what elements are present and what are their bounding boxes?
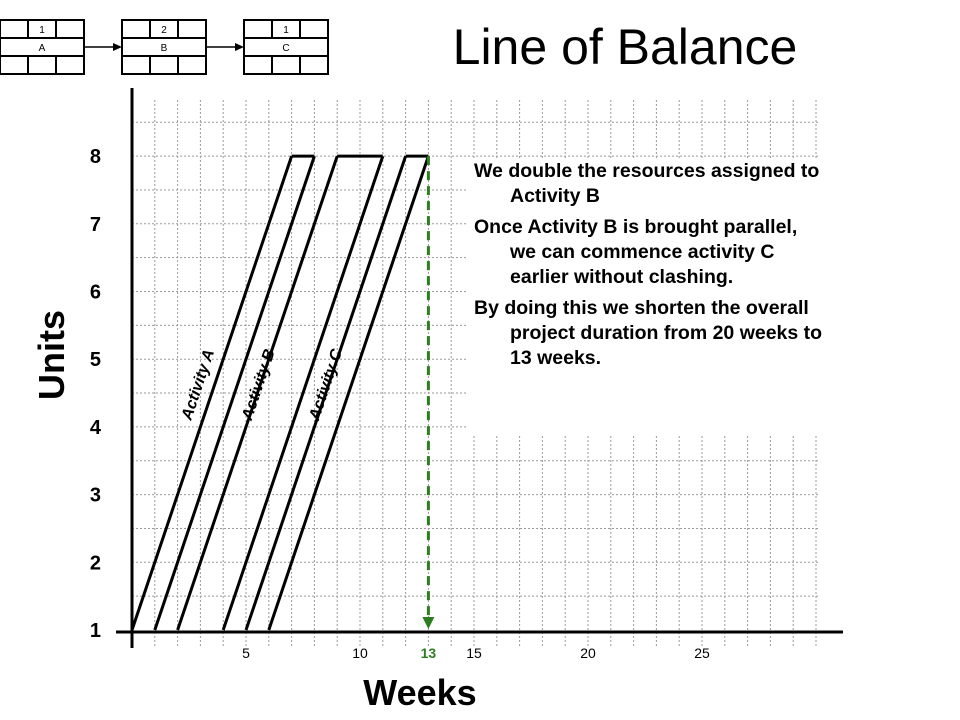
network-node: 1C (243, 19, 329, 75)
activity-label: Activity C (306, 347, 346, 424)
y-tick-label: 5 (90, 349, 101, 371)
y-tick-label: 6 (90, 282, 101, 304)
network-node-box (243, 19, 329, 75)
x-tick-label: 25 (694, 645, 710, 661)
y-tick-label: 8 (90, 146, 101, 168)
tick-labels: 1 2 3 4 5 6 7 8 5 10 13 15 20 25 Weeks Units (31, 146, 710, 713)
axes (116, 88, 843, 648)
y-tick-label: 2 (90, 552, 101, 574)
network-arrow-head (235, 43, 244, 51)
note-item: We double the resources assigned to Acti… (474, 160, 820, 207)
duration-marker-arrowhead (422, 617, 435, 629)
activity-finish-line (153, 155, 316, 631)
x-tick-label: 13 (421, 645, 437, 661)
activity-finish-line (267, 155, 430, 631)
y-tick-label: 7 (90, 214, 101, 236)
y-tick-label: 4 (90, 417, 102, 439)
network-node-label: B (161, 43, 168, 54)
x-tick-label: 20 (580, 645, 596, 661)
network-arrow-head (113, 43, 122, 51)
slide-title: Line of Balance (452, 19, 798, 75)
x-tick-label: 5 (242, 645, 250, 661)
y-tick-label: 3 (90, 485, 101, 507)
activity-start-line (176, 155, 339, 631)
network-node-label: C (282, 43, 289, 54)
x-tick-label: 15 (466, 645, 482, 661)
activity-start-line (130, 155, 294, 631)
network-node: 1A (0, 19, 85, 75)
activity-finish-line (221, 155, 385, 631)
network-node-duration: 2 (161, 25, 167, 36)
x-axis-title: Weeks (363, 672, 476, 713)
duration-marker (422, 156, 435, 629)
note-item: Once Activity B is brought parallel, we … (474, 216, 798, 288)
note-item: By doing this we shorten the overall pro… (474, 297, 823, 369)
network-node-box (121, 19, 207, 75)
network-node-box (0, 19, 85, 75)
network-node: 2B (121, 19, 207, 75)
y-axis-title: Units (31, 310, 72, 400)
explanation-text: We double the resources assigned to Acti… (468, 158, 828, 436)
activity-start-line (244, 155, 408, 631)
network-node-duration: 1 (283, 25, 289, 36)
network-node-duration: 1 (39, 25, 45, 36)
y-tick-label: 1 (90, 620, 101, 642)
x-tick-label: 10 (352, 645, 368, 661)
network-node-label: A (39, 43, 46, 54)
